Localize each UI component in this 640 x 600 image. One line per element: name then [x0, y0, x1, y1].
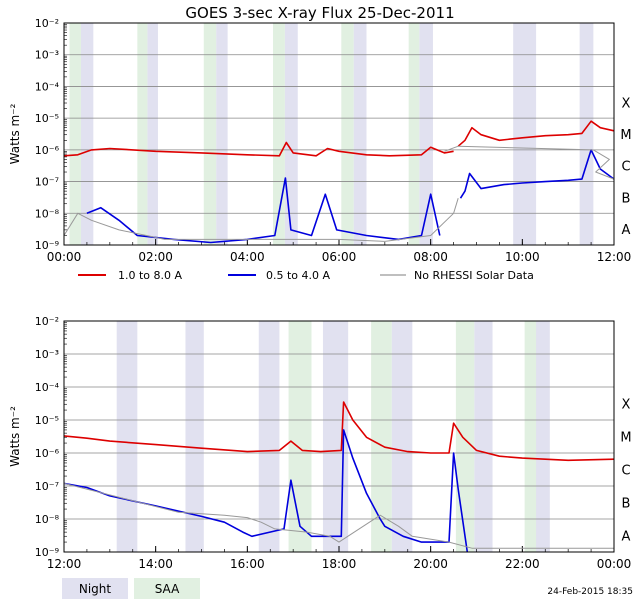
y-tick-label: 10⁻⁴ — [35, 80, 60, 93]
x-tick-label: 08:00 — [413, 250, 448, 264]
long-flux-line — [63, 141, 454, 157]
saa-band — [69, 23, 81, 245]
flare-class-label: C — [621, 160, 630, 175]
night-band — [419, 23, 433, 245]
night-band — [474, 321, 493, 552]
y-tick-label: 10⁻⁶ — [35, 447, 60, 460]
flare-class-label: A — [622, 223, 631, 238]
short-flux-line — [459, 149, 615, 199]
x-tick-label: 02:00 — [138, 250, 173, 264]
night-band — [353, 23, 367, 245]
legend-bands: Night SAA — [62, 578, 200, 599]
flare-class-label: X — [622, 96, 631, 111]
y-tick-label: 10⁻² — [35, 315, 59, 328]
night-band — [80, 23, 94, 245]
saa-band — [524, 321, 537, 552]
y-axis-label: Watts m⁻² — [8, 406, 22, 467]
saa-legend-label: SAA — [155, 582, 180, 596]
night-band — [116, 321, 138, 552]
flare-class-label: C — [621, 464, 630, 479]
night-band — [216, 23, 228, 245]
y-tick-label: 10⁻⁹ — [35, 546, 59, 559]
flare-class-label: B — [622, 497, 631, 512]
y-axis-label: Watts m⁻² — [8, 103, 22, 164]
gap-flux-line — [63, 482, 614, 549]
x-tick-label: 22:00 — [505, 557, 540, 571]
y-tick-label: 10⁻⁸ — [35, 207, 60, 220]
x-tick-label: 14:00 — [138, 557, 173, 571]
legend-series: 1.0 to 8.0 A 0.5 to 4.0 A No RHESSI Sola… — [78, 269, 534, 282]
y-tick-label: 10⁻³ — [35, 49, 59, 62]
long-flux-line — [63, 401, 615, 462]
night-band — [147, 23, 158, 245]
night-band — [391, 321, 413, 552]
flare-class-label: B — [622, 191, 631, 206]
x-tick-label: 10:00 — [505, 250, 540, 264]
legend-gap-label: No RHESSI Solar Data — [414, 269, 534, 282]
night-legend-label: Night — [79, 582, 112, 596]
saa-band — [288, 321, 312, 552]
flare-class-label: X — [622, 398, 631, 413]
y-tick-label: 10⁻² — [35, 17, 59, 30]
gap-flux-line — [444, 145, 615, 180]
saa-band — [455, 321, 475, 552]
footer-date: 24-Feb-2015 18:35 — [547, 587, 633, 597]
night-band — [258, 321, 280, 552]
plot-frame — [63, 22, 615, 246]
short-flux-line — [63, 429, 469, 553]
x-tick-label: 12:00 — [47, 557, 82, 571]
y-tick-label: 10⁻⁴ — [35, 381, 60, 394]
flare-class-label: M — [620, 128, 631, 143]
flare-class-label: A — [622, 530, 631, 545]
y-tick-label: 10⁻⁵ — [35, 112, 59, 125]
night-band — [579, 23, 594, 245]
y-tick-label: 10⁻⁷ — [35, 480, 59, 493]
saa-band — [341, 23, 354, 245]
night-band — [322, 321, 349, 552]
x-tick-label: 06:00 — [322, 250, 357, 264]
saa-band — [203, 23, 217, 245]
y-tick-label: 10⁻⁵ — [35, 414, 59, 427]
night-band — [185, 321, 204, 552]
lower-panel: 10⁻⁹ 10⁻⁸ 10⁻⁷ 10⁻⁶ 10⁻⁵ 10⁻⁴ 10⁻³ 10⁻² A B C M X Wat… — [8, 315, 632, 571]
x-tick-label: 00:00 — [597, 557, 632, 571]
legend-short-label: 0.5 to 4.0 A — [266, 269, 331, 282]
x-tick-label: 04:00 — [230, 250, 265, 264]
saa-band — [273, 23, 285, 245]
night-band — [513, 23, 537, 245]
x-tick-label: 18:00 — [322, 557, 357, 571]
gap-flux-line — [63, 198, 459, 242]
y-tick-label: 10⁻⁶ — [35, 144, 60, 157]
flare-class-label: M — [620, 431, 631, 446]
saa-band — [137, 23, 148, 245]
saa-band — [371, 321, 392, 552]
x-tick-label: 20:00 — [413, 557, 448, 571]
x-tick-label: 12:00 — [597, 250, 632, 264]
x-tick-label: 16:00 — [230, 557, 265, 571]
x-tick-label: 00:00 — [47, 250, 82, 264]
night-legend-swatch — [62, 578, 128, 599]
night-band — [284, 23, 298, 245]
chart-title: GOES 3-sec X-ray Flux 25-Dec-2011 — [185, 4, 454, 22]
y-tick-label: 10⁻⁸ — [35, 513, 60, 526]
y-tick-label: 10⁻⁹ — [35, 239, 59, 252]
saa-band — [408, 23, 420, 245]
saa-legend-swatch — [134, 578, 200, 599]
legend-long-label: 1.0 to 8.0 A — [118, 269, 183, 282]
upper-panel: 10⁻⁹ 10⁻⁸ 10⁻⁷ 10⁻⁶ 10⁻⁵ 10⁻⁴ 10⁻³ 10⁻² A B C M X Wat… — [8, 17, 632, 264]
long-flux-line — [457, 120, 615, 147]
y-tick-label: 10⁻³ — [35, 348, 59, 361]
plot-frame — [63, 320, 615, 553]
y-tick-label: 10⁻⁷ — [35, 176, 59, 189]
